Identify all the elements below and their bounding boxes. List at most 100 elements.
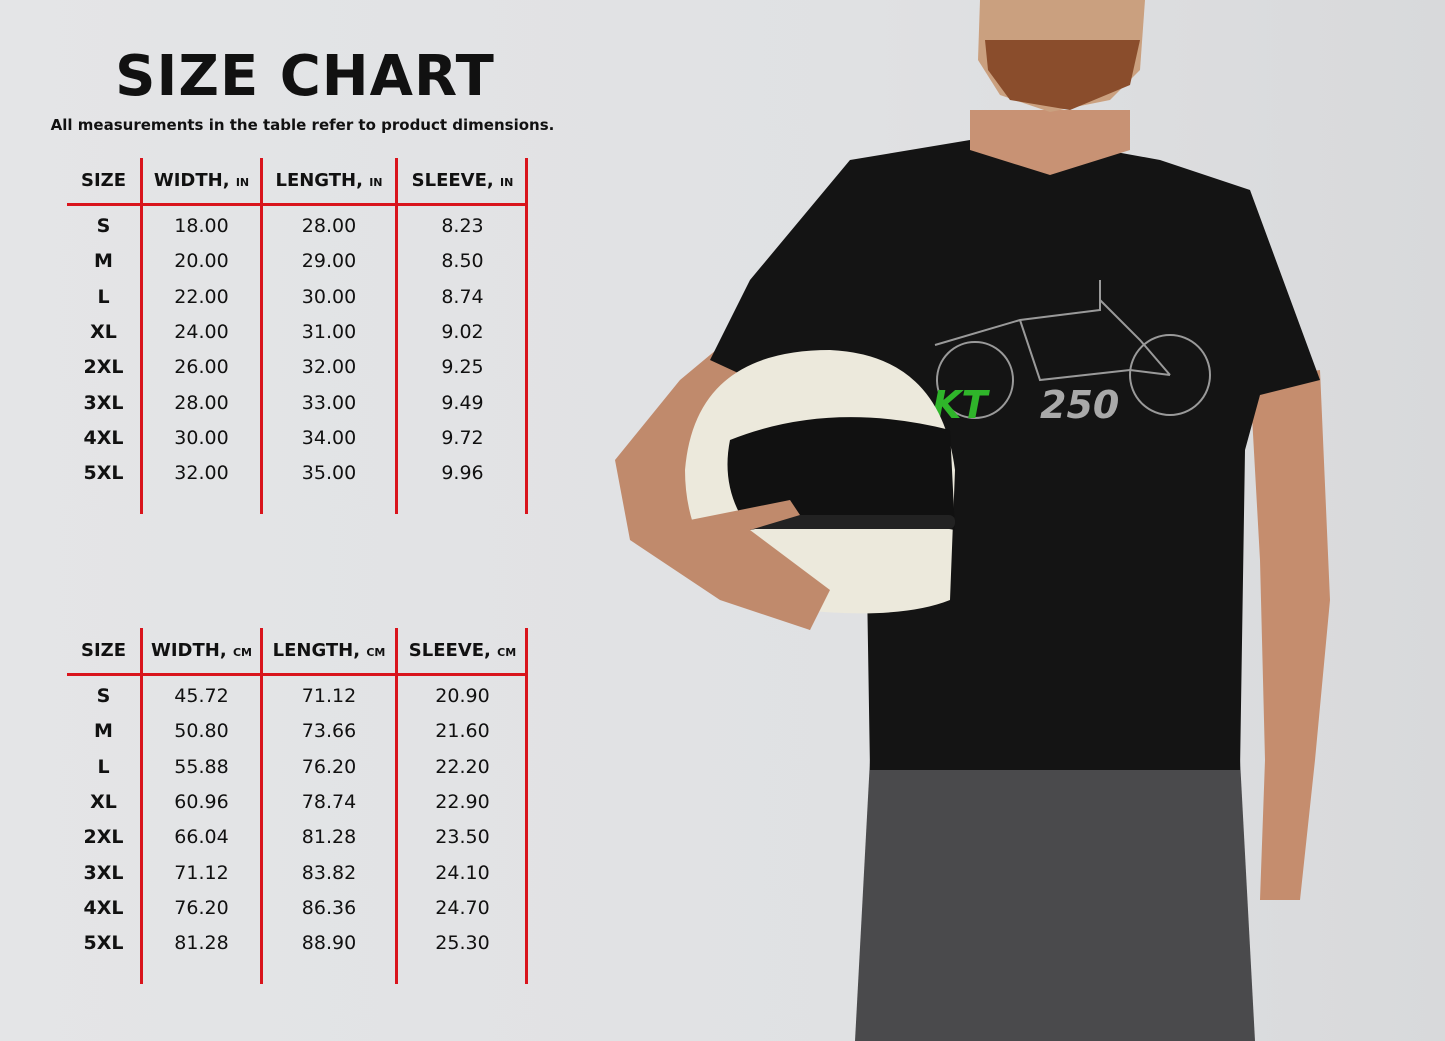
header-unit: IN [369, 176, 383, 189]
measurement-cell: 26.00 [174, 356, 229, 379]
header-label: LENGTH, [272, 640, 361, 661]
logo-kt: KT [932, 383, 990, 427]
page-title: SIZE CHART [115, 44, 495, 109]
right-arm [1250, 370, 1330, 900]
header-unit: CM [497, 646, 517, 659]
size-label: 4XL [83, 426, 124, 449]
size-label: XL [90, 320, 117, 343]
measurement-cell: 18.00 [174, 215, 229, 237]
size-table-cm: SIZE WIDTH, CM LENGTH, CM SLEEVE, CM S 45.72 7… [67, 628, 528, 984]
column-rule [140, 628, 143, 984]
measurement-cell: 9.72 [441, 426, 484, 449]
size-label: 4XL [83, 896, 124, 919]
column-rule [395, 158, 398, 514]
measurement-cell: 33.00 [301, 391, 357, 414]
measurement-cell: 28.00 [301, 215, 357, 237]
measurement-cell: 32.00 [174, 462, 229, 485]
measurement-cell: 31.00 [301, 320, 357, 343]
t-shirt [710, 140, 1320, 770]
header-label: SIZE [80, 170, 126, 191]
column-rule [525, 158, 528, 514]
size-label: 3XL [83, 861, 124, 884]
size-label: M [94, 250, 113, 273]
size-label: L [97, 285, 110, 308]
model-photo: KT 250 [615, 0, 1330, 1041]
size-label: 5XL [83, 932, 124, 955]
size-label: L [97, 755, 110, 778]
measurement-cell: 9.96 [441, 462, 484, 485]
jeans [855, 760, 1255, 1041]
size-label: S [96, 215, 111, 237]
header-label: SIZE [80, 640, 126, 661]
column-rule [395, 628, 398, 984]
measurement-cell: 32.00 [301, 356, 357, 379]
header-unit: IN [500, 176, 514, 189]
column-rule [260, 628, 263, 984]
measurement-cell: 9.49 [441, 391, 484, 414]
beard [985, 40, 1140, 110]
measurement-cell: 81.28 [174, 932, 229, 955]
measurement-cell: 35.00 [301, 462, 357, 485]
measurement-cell: 73.66 [301, 720, 357, 743]
measurement-cell: 83.82 [301, 861, 357, 884]
header-unit: CM [366, 646, 386, 659]
header-label: SLEEVE, [411, 170, 494, 191]
column-rule [525, 628, 528, 984]
header-label: WIDTH, [153, 170, 230, 191]
column-rule [140, 158, 143, 514]
measurement-cell: 8.23 [441, 215, 484, 237]
column-header: SLEEVE, IN [398, 170, 527, 191]
subtitle: All measurements in the table refer to p… [50, 116, 555, 134]
column-header: SIZE [67, 640, 140, 661]
measurement-cell: 24.00 [174, 320, 229, 343]
header-label: SLEEVE, [408, 640, 491, 661]
header-label: LENGTH, [275, 170, 363, 191]
motorcycle-graphic [934, 280, 1211, 419]
measurement-cell: 24.10 [435, 861, 490, 884]
measurement-cell: 76.20 [301, 755, 357, 778]
measurement-cell: 20.00 [174, 250, 229, 273]
measurement-cell: 86.36 [301, 896, 357, 919]
column-header: LENGTH, CM [263, 640, 395, 661]
measurement-cell: 20.90 [435, 685, 490, 707]
size-label: XL [90, 790, 117, 813]
header-label: WIDTH, [151, 640, 227, 661]
measurement-cell: 22.00 [174, 285, 229, 308]
measurement-cell: 30.00 [301, 285, 357, 308]
measurement-cell: 8.74 [441, 285, 484, 308]
measurement-cell: 30.00 [174, 426, 229, 449]
header-unit: IN [235, 176, 250, 189]
measurement-cell: 21.60 [435, 720, 490, 743]
measurement-cell: 76.20 [174, 896, 229, 919]
measurement-cell: 60.96 [174, 790, 229, 813]
size-label: 3XL [83, 391, 124, 414]
measurement-cell: 81.28 [301, 826, 357, 849]
measurement-cell: 55.88 [174, 755, 229, 778]
header-rule [67, 673, 528, 676]
column-header: WIDTH, IN [143, 170, 260, 191]
column-header: LENGTH, IN [263, 170, 395, 191]
measurement-cell: 23.50 [435, 826, 490, 849]
size-label: 2XL [83, 356, 124, 379]
measurement-cell: 9.25 [441, 356, 484, 379]
measurement-cell: 9.02 [441, 320, 484, 343]
measurement-cell: 34.00 [301, 426, 357, 449]
hand [690, 500, 830, 630]
measurement-cell: 25.30 [435, 932, 490, 955]
measurement-cell: 71.12 [174, 861, 229, 884]
column-header: SLEEVE, CM [398, 640, 527, 661]
column-header: SIZE [67, 170, 140, 191]
logo-250: 250 [1040, 383, 1119, 427]
neck [970, 110, 1130, 175]
measurement-cell: 66.04 [174, 826, 229, 849]
measurement-cell: 24.70 [435, 896, 490, 919]
measurement-cell: 8.50 [441, 250, 484, 273]
measurement-cell: 78.74 [301, 790, 357, 813]
header-rule [67, 203, 528, 206]
measurement-cell: 50.80 [174, 720, 229, 743]
measurement-cell: 22.20 [435, 755, 490, 778]
measurement-cell: 22.90 [435, 790, 490, 813]
measurement-cell: 88.90 [301, 932, 357, 955]
measurement-cell: 71.12 [301, 685, 357, 707]
header-unit: CM [232, 646, 252, 659]
